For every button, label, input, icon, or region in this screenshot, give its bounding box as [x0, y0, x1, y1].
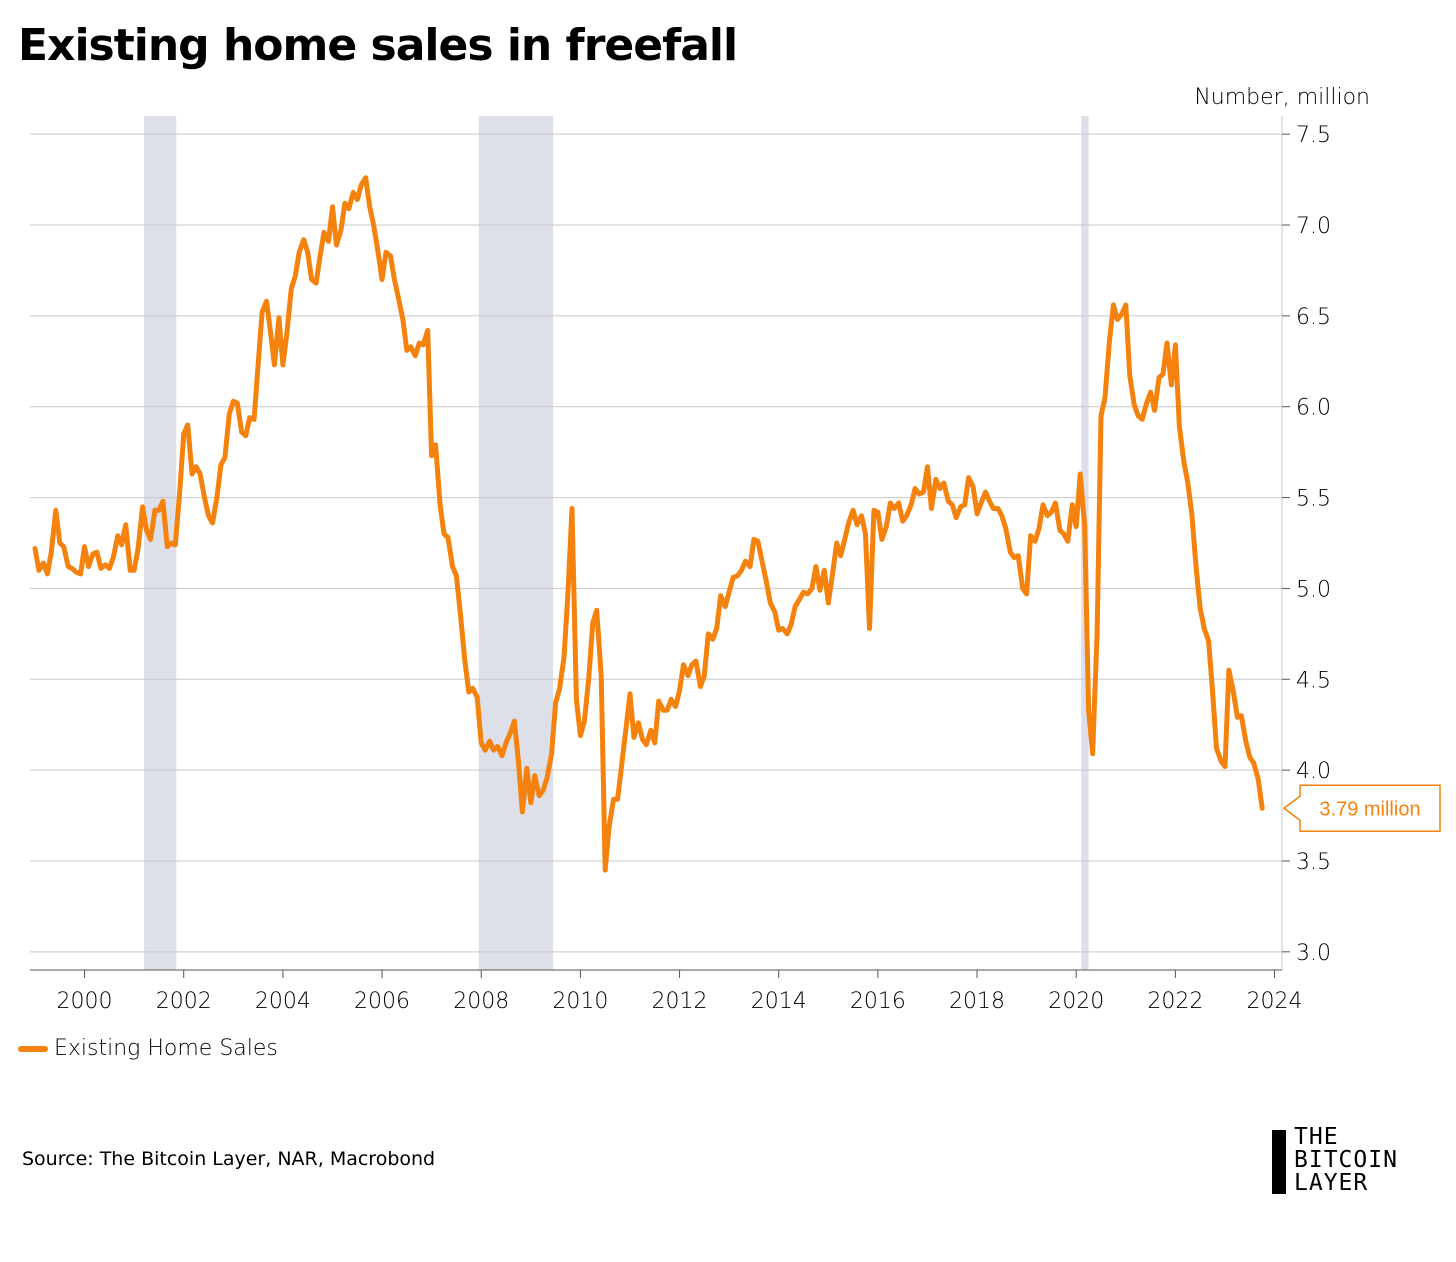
recession-band: [478, 116, 554, 970]
logo-bar: [1272, 1130, 1286, 1194]
logo-line-1: THE: [1294, 1124, 1339, 1150]
x-tick-label: 2024: [1247, 989, 1303, 1014]
y-axis-unit-label: Number, million: [1194, 85, 1370, 110]
series-line-existing-home-sales: [32, 175, 1265, 873]
x-tick-label: 2022: [1147, 989, 1203, 1014]
chart-title: Existing home sales in freefall: [18, 20, 738, 71]
axes: [30, 116, 1283, 971]
x-tick-label: 2020: [1048, 989, 1104, 1014]
y-tick-label: 4.0: [1296, 759, 1331, 784]
legend-swatch: [18, 1045, 48, 1052]
x-tick-label: 2000: [57, 989, 113, 1014]
gridlines: [30, 133, 1282, 953]
recession-bands: [144, 116, 1089, 970]
x-tick-label: 2012: [652, 989, 708, 1014]
x-tick-label: 2008: [453, 989, 509, 1014]
y-tick-label: 5.5: [1296, 487, 1331, 512]
x-tick-label: 2016: [850, 989, 906, 1014]
y-ticks: 3.0 3.5 4.0 4.5 5.0 5.5 6.0 6.5 7.0 7.5: [1282, 123, 1331, 966]
legend-label: Existing Home Sales: [54, 1036, 278, 1061]
x-tick-label: 2002: [156, 989, 212, 1014]
y-tick-label: 7.5: [1296, 123, 1331, 148]
y-tick-label: 6.5: [1296, 305, 1331, 330]
y-tick-label: 3.5: [1296, 850, 1331, 875]
x-tick-label: 2010: [552, 989, 608, 1014]
last-value-callout: 3.79 million: [1282, 784, 1441, 833]
series: [32, 175, 1265, 873]
y-tick-label: 3.0: [1296, 941, 1331, 966]
logo-wordmark: THE BITCOIN LAYER: [1294, 1126, 1398, 1195]
logo-line-2: BITCOIN: [1294, 1147, 1398, 1173]
x-tick-label: 2006: [354, 989, 410, 1014]
source-note: Source: The Bitcoin Layer, NAR, Macrobon…: [22, 1148, 436, 1170]
legend: Existing Home Sales: [18, 1036, 278, 1061]
x-ticks: 2000 2002 2004 2006 2008 2010 2012 2014 2016 2018…: [57, 970, 1303, 1014]
x-tick-label: 2004: [255, 989, 311, 1014]
y-tick-label: 6.0: [1296, 396, 1331, 421]
logo-line-3: LAYER: [1294, 1170, 1369, 1196]
y-tick-label: 5.0: [1296, 577, 1331, 602]
x-tick-label: 2018: [949, 989, 1005, 1014]
y-tick-label: 7.0: [1296, 214, 1331, 239]
y-tick-label: 4.5: [1296, 668, 1331, 693]
callout-label: 3.79 million: [1319, 798, 1420, 820]
the-bitcoin-layer-logo: THE BITCOIN LAYER: [1272, 1126, 1442, 1196]
x-tick-label: 2014: [751, 989, 807, 1014]
callout-box: [1282, 784, 1441, 833]
